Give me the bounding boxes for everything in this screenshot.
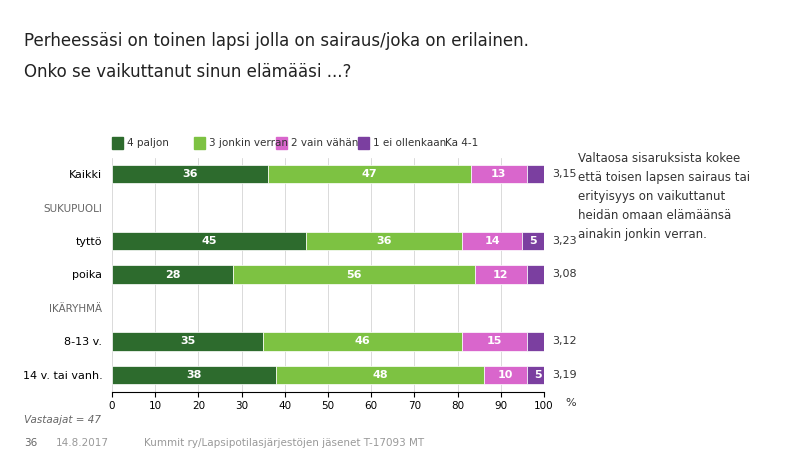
- Text: 3,12: 3,12: [553, 336, 578, 346]
- Bar: [112, 266, 233, 284]
- Bar: [475, 266, 526, 284]
- Text: Valtaosa sisaruksista kokee
että toisen lapsen sairaus tai
erityisyys on vaikutt: Valtaosa sisaruksista kokee että toisen …: [578, 152, 750, 241]
- Text: SISARUS: SISARUS: [698, 7, 758, 20]
- Text: 2 vain vähän: 2 vain vähän: [291, 138, 358, 148]
- Text: 45: 45: [202, 236, 217, 246]
- Bar: [112, 137, 123, 148]
- Text: Kummit ry/Lapsipotilasjärjestöjen jäsenet T-17093 MT: Kummit ry/Lapsipotilasjärjestöjen jäsene…: [144, 437, 424, 447]
- Text: 3,15: 3,15: [553, 169, 577, 179]
- Bar: [263, 332, 462, 351]
- Bar: [358, 137, 369, 148]
- Text: 3 jonkin verran: 3 jonkin verran: [210, 138, 288, 148]
- Text: Perheessäsi on toinen lapsi jolla on sairaus/joka on erilainen.: Perheessäsi on toinen lapsi jolla on sai…: [24, 32, 529, 50]
- Bar: [526, 332, 544, 351]
- Text: 48: 48: [372, 370, 388, 380]
- Bar: [112, 332, 263, 351]
- Bar: [462, 332, 526, 351]
- Text: 3,19: 3,19: [553, 370, 578, 380]
- Bar: [306, 232, 462, 250]
- Bar: [233, 266, 475, 284]
- Text: 13: 13: [491, 169, 506, 179]
- Bar: [483, 365, 526, 384]
- Text: 4 paljon: 4 paljon: [127, 138, 169, 148]
- Bar: [112, 232, 306, 250]
- Text: Ka 4-1: Ka 4-1: [445, 138, 478, 148]
- Bar: [526, 365, 548, 384]
- Bar: [276, 137, 287, 148]
- Text: %: %: [566, 398, 576, 408]
- Text: 36: 36: [24, 437, 38, 447]
- Text: 15: 15: [486, 336, 502, 346]
- Text: 56: 56: [346, 270, 362, 279]
- Text: taloustutkimus: taloustutkimus: [19, 7, 125, 20]
- Text: 14: 14: [484, 236, 500, 246]
- Text: 5: 5: [530, 236, 537, 246]
- Text: Vastaajat = 47: Vastaajat = 47: [24, 415, 101, 425]
- Text: 36: 36: [377, 236, 392, 246]
- Bar: [462, 232, 522, 250]
- Bar: [112, 365, 276, 384]
- Bar: [522, 232, 544, 250]
- Text: 28: 28: [165, 270, 180, 279]
- Bar: [112, 165, 267, 184]
- Bar: [526, 165, 544, 184]
- Text: 3,08: 3,08: [553, 270, 578, 279]
- Bar: [470, 165, 526, 184]
- Text: 1 ei ollenkaan: 1 ei ollenkaan: [374, 138, 446, 148]
- Text: 38: 38: [186, 370, 202, 380]
- Text: 46: 46: [354, 336, 370, 346]
- Text: Onko se vaikuttanut sinun elämääsi ...?: Onko se vaikuttanut sinun elämääsi ...?: [24, 63, 351, 81]
- Bar: [526, 266, 544, 284]
- Text: 47: 47: [362, 169, 377, 179]
- Bar: [267, 165, 470, 184]
- Text: 10: 10: [498, 370, 513, 380]
- Bar: [194, 137, 205, 148]
- Text: 3,23: 3,23: [553, 236, 578, 246]
- Text: 12: 12: [493, 270, 509, 279]
- Text: 36: 36: [182, 169, 198, 179]
- Text: 14.8.2017: 14.8.2017: [56, 437, 109, 447]
- Text: 35: 35: [180, 336, 195, 346]
- Bar: [276, 365, 483, 384]
- Text: 5: 5: [534, 370, 542, 380]
